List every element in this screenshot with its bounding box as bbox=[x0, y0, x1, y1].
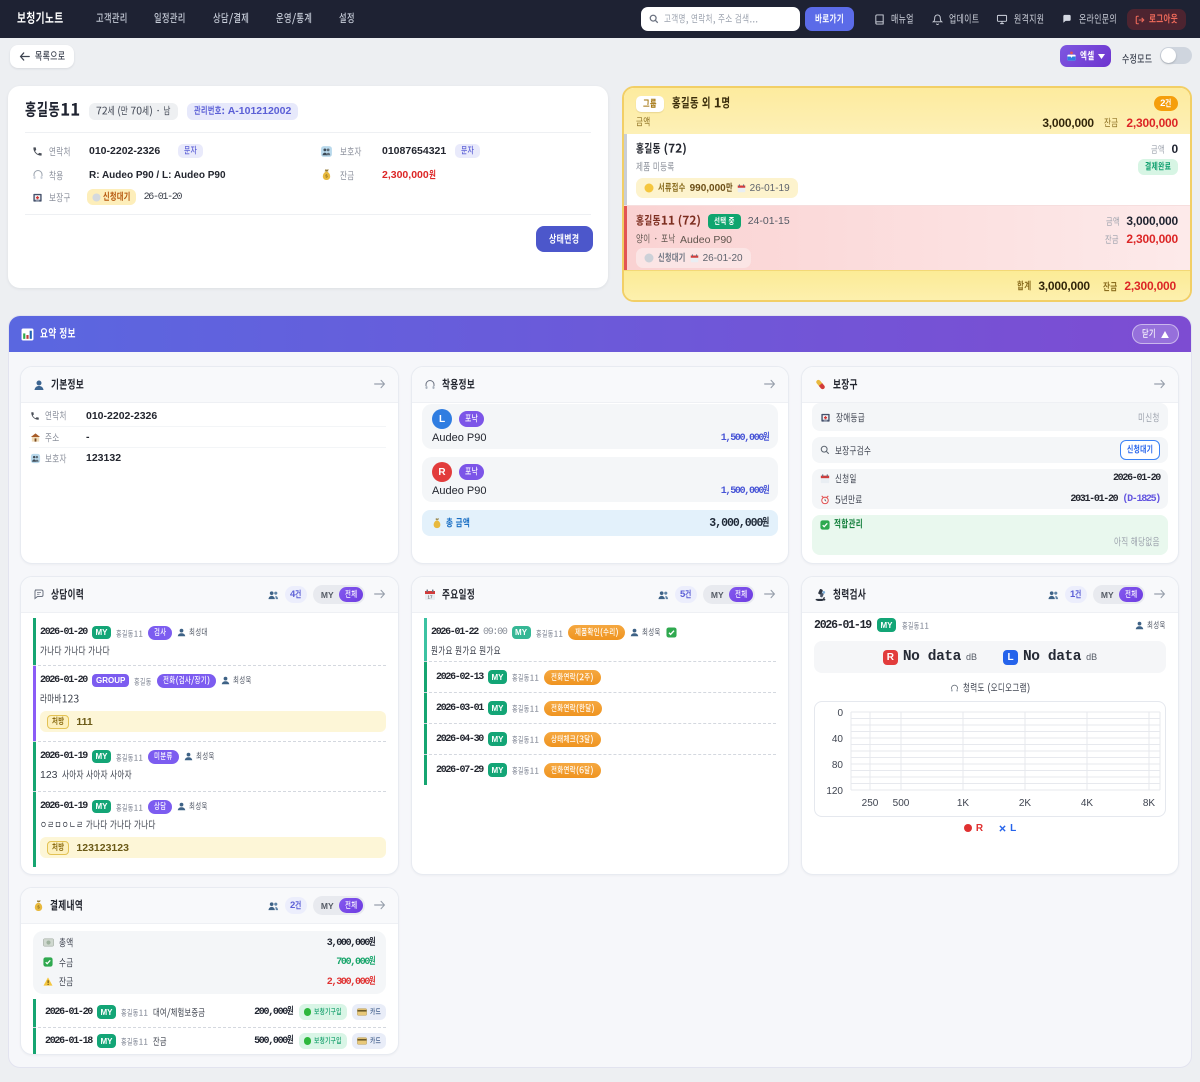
svg-text:1K: 1K bbox=[957, 798, 970, 809]
svg-text:80: 80 bbox=[832, 760, 844, 771]
svg-text:$: $ bbox=[37, 904, 40, 909]
svg-text:0: 0 bbox=[837, 708, 843, 719]
svg-text:4K: 4K bbox=[1081, 798, 1094, 809]
svg-text:40: 40 bbox=[832, 734, 844, 745]
svg-text:2K: 2K bbox=[1019, 798, 1032, 809]
svg-text:500: 500 bbox=[893, 798, 910, 809]
svg-text:$: $ bbox=[325, 174, 328, 179]
svg-text:17: 17 bbox=[427, 594, 433, 599]
svg-text:8K: 8K bbox=[1143, 798, 1156, 809]
svg-text:250: 250 bbox=[862, 798, 879, 809]
svg-text:120: 120 bbox=[826, 786, 843, 797]
